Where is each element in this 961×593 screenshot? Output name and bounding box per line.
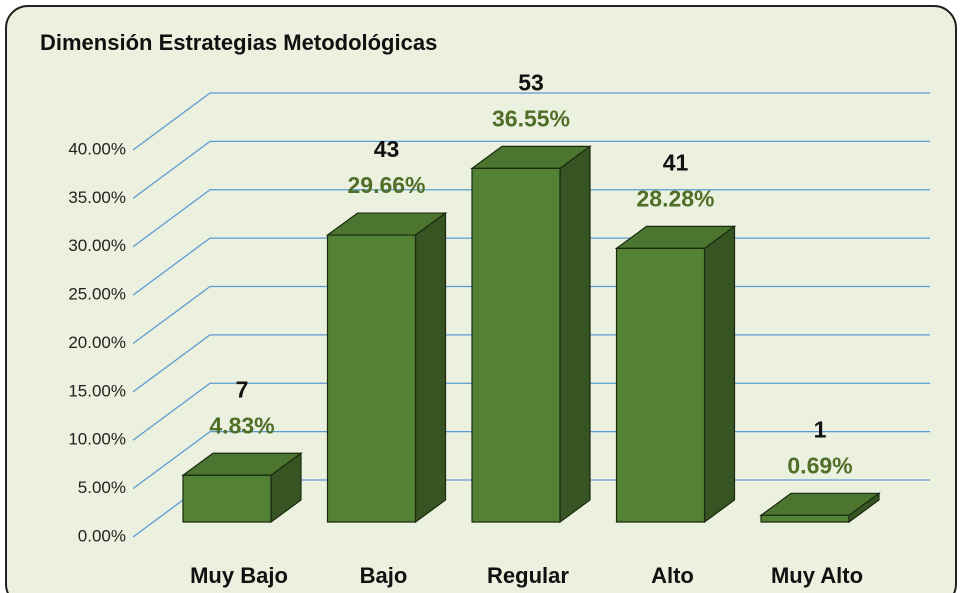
bar-side xyxy=(414,211,447,524)
bar xyxy=(759,492,881,524)
count-label: 43 xyxy=(374,136,400,162)
grid-line-side xyxy=(132,189,211,248)
bar-front xyxy=(615,247,706,523)
y-tick-label: 40.00% xyxy=(68,139,126,158)
bar-side xyxy=(703,225,736,524)
bar-front xyxy=(760,514,850,523)
count-label: 7 xyxy=(236,376,249,402)
count-label: 1 xyxy=(814,416,827,442)
bar xyxy=(614,225,737,524)
value-label: 0.69% xyxy=(787,452,852,478)
bar xyxy=(325,211,448,524)
bar-front xyxy=(471,167,561,523)
y-tick-label: 5.00% xyxy=(78,478,126,497)
grid-line-side xyxy=(132,237,211,296)
bar-front xyxy=(326,234,417,523)
bar-front xyxy=(182,474,272,523)
x-tick-label: Muy Alto xyxy=(771,563,863,588)
count-label: 53 xyxy=(518,69,544,95)
grid-line-side xyxy=(132,382,211,441)
bar xyxy=(181,452,303,524)
y-tick-label: 0.00% xyxy=(78,526,126,545)
x-tick-label: Alto xyxy=(651,563,694,588)
value-label: 29.66% xyxy=(347,172,425,198)
value-label: 28.28% xyxy=(636,185,714,211)
y-tick-label: 35.00% xyxy=(68,188,126,207)
grid-line-side xyxy=(132,431,211,490)
y-tick-label: 15.00% xyxy=(68,381,126,400)
x-tick-label: Muy Bajo xyxy=(190,563,288,588)
value-label: 36.55% xyxy=(492,105,570,131)
grid-line-side xyxy=(132,92,211,151)
x-tick-label: Bajo xyxy=(360,563,408,588)
grid-line-side xyxy=(132,334,211,393)
y-tick-label: 10.00% xyxy=(68,430,126,449)
bar xyxy=(470,145,592,524)
value-label: 4.83% xyxy=(209,412,274,438)
grid-line-side xyxy=(132,140,211,199)
chart-title: Dimensión Estrategias Metodológicas xyxy=(40,30,437,55)
y-tick-label: 30.00% xyxy=(68,236,126,255)
bar-side xyxy=(559,145,591,524)
y-tick-label: 25.00% xyxy=(68,285,126,304)
count-label: 41 xyxy=(663,149,689,175)
grid-line-side xyxy=(132,285,211,345)
x-tick-label: Regular xyxy=(487,563,569,588)
y-tick-label: 20.00% xyxy=(68,333,126,352)
